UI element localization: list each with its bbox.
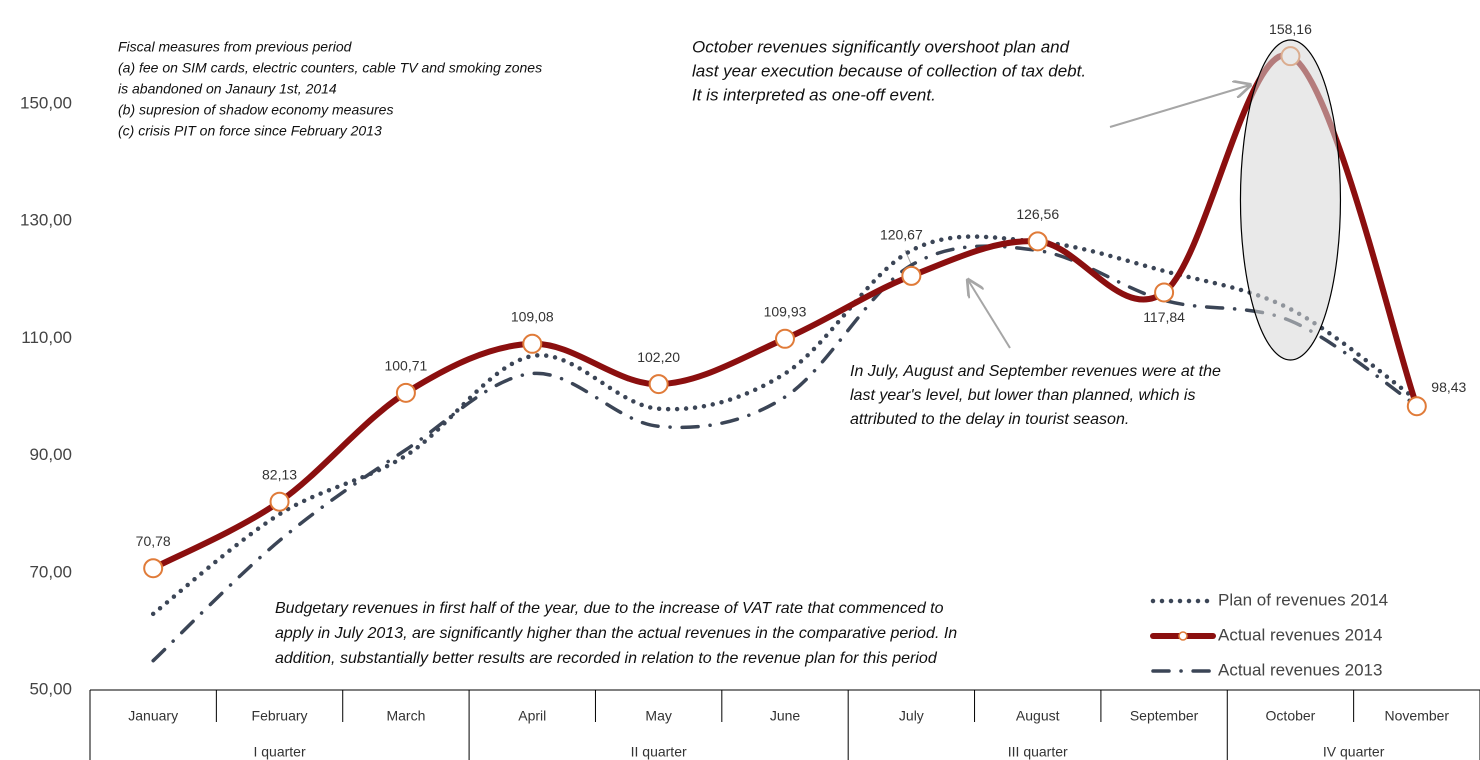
legend-label: Actual revenues 2013: [1218, 660, 1382, 679]
annotation: In July, August and September revenues w…: [850, 363, 1221, 380]
data-label: 70,78: [136, 533, 171, 549]
y-tick-label: 130,00: [20, 211, 72, 230]
series-line: [150, 234, 1420, 617]
x-tick-label: April: [518, 708, 546, 724]
data-marker: [775, 328, 795, 349]
x-tick-label: May: [645, 708, 671, 724]
arrow: [968, 280, 1011, 349]
annotation: Fiscal measures from previous period: [118, 39, 353, 55]
legend-label: Plan of revenues 2014: [1218, 590, 1388, 609]
annotation: It is interpreted as one-off event.: [692, 85, 936, 104]
y-tick-label: 50,00: [29, 679, 72, 698]
data-marker: [1027, 231, 1048, 252]
annotation: last year execution because of collectio…: [692, 61, 1086, 80]
data-label: 102,20: [637, 349, 680, 365]
annotation: (c) crisis PIT on force since February 2…: [118, 123, 382, 139]
annotation: addition, substantially better results a…: [275, 650, 938, 667]
y-tick-label: 110,00: [21, 328, 72, 347]
data-label: 117,84: [1143, 309, 1185, 325]
x-tick-label: November: [1385, 708, 1450, 724]
x-tick-label: August: [1016, 708, 1060, 724]
quarter-label: III quarter: [1008, 744, 1068, 760]
data-label: 98,43: [1431, 379, 1466, 395]
y-tick-label: 70,00: [29, 562, 72, 581]
legend-marker: [1178, 631, 1188, 641]
x-tick-label: September: [1130, 708, 1199, 724]
arrow: [1109, 85, 1250, 128]
data-label: 158,16: [1269, 21, 1312, 37]
data-marker: [522, 333, 543, 354]
annotation: October revenues significantly overshoot…: [692, 37, 1070, 56]
x-tick-label: February: [252, 708, 308, 724]
data-marker: [269, 491, 290, 512]
annotation: apply in July 2013, are significantly hi…: [275, 625, 957, 642]
data-label: 100,71: [384, 358, 427, 374]
x-tick-label: October: [1266, 708, 1316, 724]
y-tick-label: 90,00: [29, 445, 72, 464]
annotation: (a) fee on SIM cards, electric counters,…: [118, 60, 542, 76]
annotation: (b) supresion of shadow economy measures: [118, 102, 393, 118]
annotation: is abandoned on Janaury 1st, 2014: [118, 81, 337, 97]
data-marker: [1406, 396, 1427, 417]
quarter-label: II quarter: [631, 744, 687, 760]
data-label: 109,08: [511, 308, 554, 324]
x-tick-label: January: [128, 708, 178, 724]
annotation: attributed to the delay in tourist seaso…: [850, 411, 1129, 428]
x-tick-label: June: [770, 708, 801, 724]
data-marker: [1154, 282, 1175, 303]
data-marker: [395, 382, 416, 403]
annotation: Budgetary revenues in first half of the …: [275, 600, 944, 617]
x-tick-label: March: [386, 708, 425, 724]
series-line: [151, 244, 1419, 663]
quarter-label: I quarter: [253, 744, 305, 760]
data-marker: [648, 374, 669, 395]
data-label: 126,56: [1016, 206, 1059, 222]
legend-label: Actual revenues 2014: [1218, 625, 1382, 644]
data-label: 120,67: [880, 227, 923, 243]
highlight-ellipse: [1239, 39, 1342, 361]
data-label: 82,13: [262, 466, 297, 482]
x-tick-label: July: [899, 708, 924, 724]
data-marker: [143, 558, 164, 579]
quarter-label: IV quarter: [1323, 744, 1385, 760]
data-label: 109,93: [764, 304, 807, 320]
data-marker: [901, 265, 922, 286]
annotation: last year's level, but lower than planne…: [850, 387, 1195, 404]
y-tick-label: 150,00: [20, 93, 72, 112]
